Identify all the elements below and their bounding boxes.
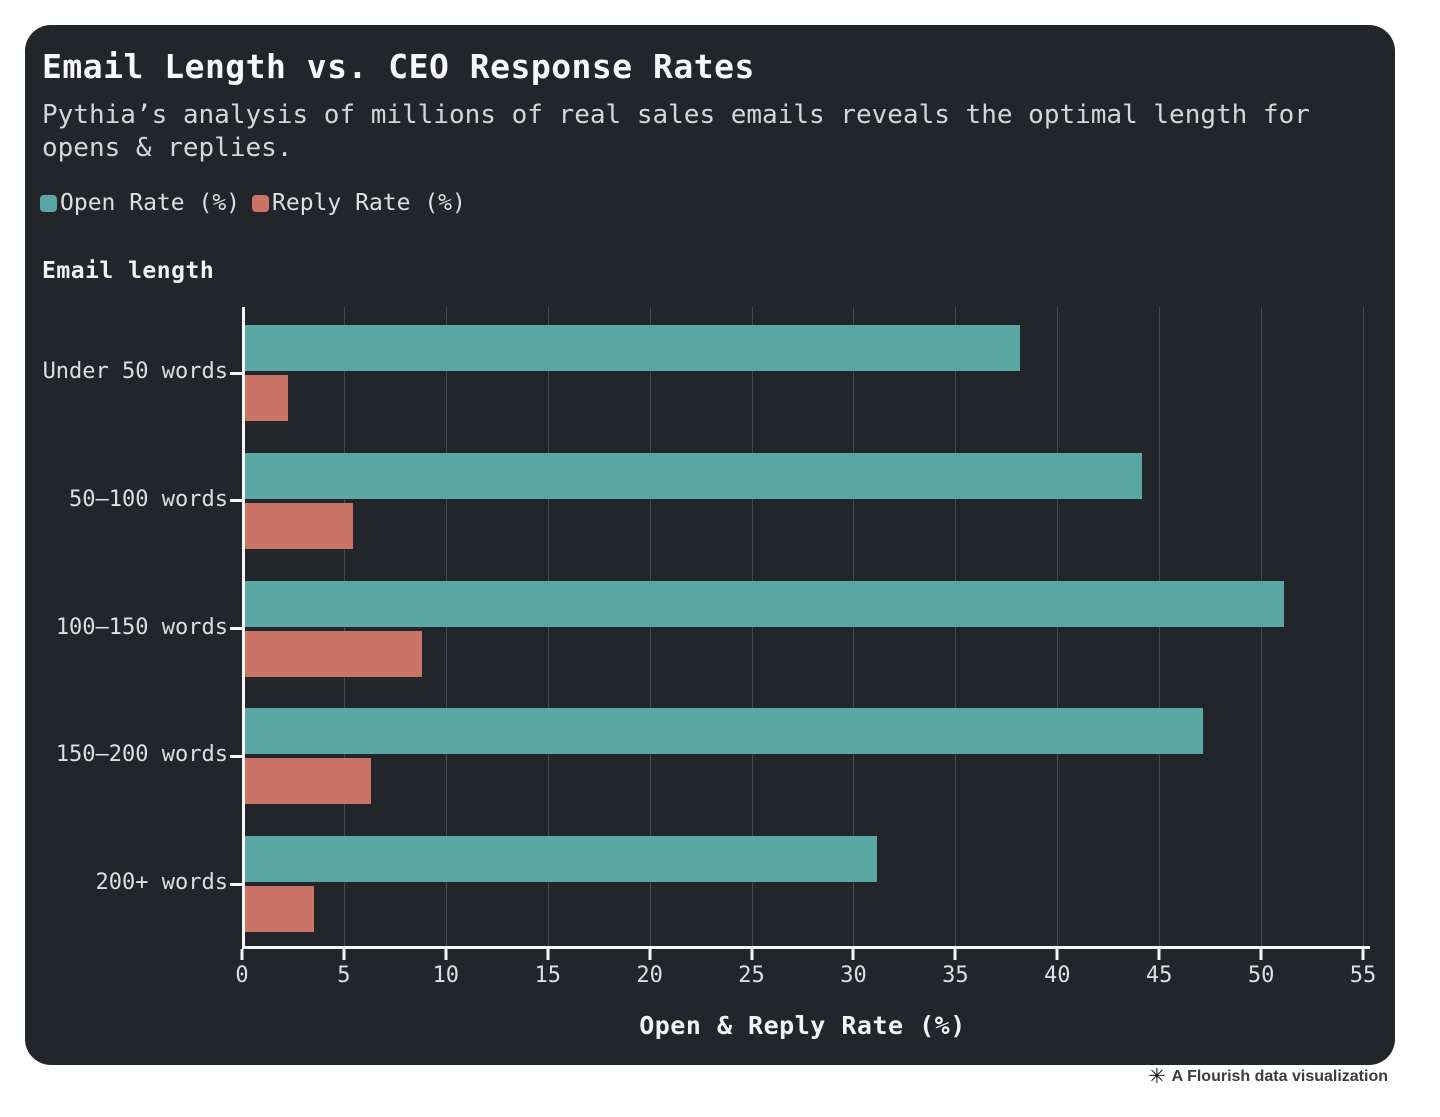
category-label: 50–100 words xyxy=(69,486,228,512)
x-axis-tick-label: 55 xyxy=(1349,963,1377,988)
flourish-attribution[interactable]: ✳ A Flourish data visualization xyxy=(1148,1066,1388,1087)
reply-rate-bar[interactable] xyxy=(245,886,315,933)
bar-chart-plot-area: Open & Reply Rate (%) Under 50 words 50–1… xyxy=(25,25,1395,1065)
legend: Open Rate (%) Reply Rate (%) xyxy=(40,190,466,216)
category-label: 150–200 words xyxy=(55,742,228,768)
x-axis-tick xyxy=(648,949,652,960)
chart-subtitle: Pythia’s analysis of millions of real sa… xyxy=(42,100,1310,163)
x-axis-tick xyxy=(1157,949,1161,960)
x-axis-tick-label: 15 xyxy=(534,963,561,988)
x-axis-tick xyxy=(1361,949,1365,960)
open-rate-swatch-icon xyxy=(40,194,57,212)
x-axis-tick-label: 35 xyxy=(942,963,969,988)
x-axis-tick xyxy=(546,949,550,960)
x-axis-tick xyxy=(1055,949,1059,960)
x-axis-tick xyxy=(342,949,346,960)
legend-label: Open Rate (%) xyxy=(60,190,241,216)
reply-rate-swatch-icon xyxy=(252,194,270,212)
legend-item-reply-rate[interactable]: Reply Rate (%) xyxy=(252,190,466,216)
category-tick xyxy=(230,371,242,375)
x-axis-tick-label: 20 xyxy=(636,963,663,988)
chart-title: Email Length vs. CEO Response Rates xyxy=(42,47,755,86)
x-axis-tick xyxy=(1259,949,1263,960)
category-tick xyxy=(230,627,242,631)
x-axis-tick xyxy=(750,949,754,960)
reply-rate-bar[interactable] xyxy=(245,630,423,677)
x-axis-tick xyxy=(240,949,244,960)
x-axis-line xyxy=(242,946,1370,949)
y-axis-line xyxy=(242,307,245,946)
x-axis-title: Open & Reply Rate (%) xyxy=(639,1011,966,1040)
chart-card: Email Length vs. CEO Response Rates Pyth… xyxy=(25,25,1395,1065)
x-axis-tick-label: 30 xyxy=(840,963,867,988)
x-axis-tick-label: 5 xyxy=(337,963,351,988)
x-axis-tick xyxy=(444,949,448,960)
legend-label: Reply Rate (%) xyxy=(272,190,466,216)
reply-rate-bar[interactable] xyxy=(245,758,372,805)
open-rate-bar[interactable] xyxy=(245,836,877,883)
reply-rate-bar[interactable] xyxy=(245,502,354,549)
open-rate-bar[interactable] xyxy=(245,580,1285,627)
x-axis-tick-label: 0 xyxy=(235,963,249,988)
open-rate-bar[interactable] xyxy=(245,452,1142,499)
x-axis-tick-label: 10 xyxy=(432,963,460,988)
category-tick xyxy=(230,882,242,886)
open-rate-bar[interactable] xyxy=(245,708,1203,755)
x-axis-tick-label: 25 xyxy=(738,963,765,988)
gridline-55 xyxy=(1363,307,1364,946)
flourish-attribution-label: A Flourish data visualization xyxy=(1171,1067,1388,1085)
x-axis-tick-label: 45 xyxy=(1145,963,1173,988)
category-label: 100–150 words xyxy=(55,614,228,640)
category-label: 200+ words xyxy=(95,870,228,896)
reply-rate-bar[interactable] xyxy=(245,375,288,421)
x-axis-tick-label: 50 xyxy=(1247,963,1275,988)
category-label: Under 50 words xyxy=(42,359,228,384)
y-axis-title: Email length xyxy=(42,258,215,284)
legend-item-open-rate[interactable]: Open Rate (%) xyxy=(40,190,240,216)
x-axis-tick xyxy=(953,949,957,960)
x-axis-tick-label: 40 xyxy=(1044,963,1071,988)
flourish-logo-icon: ✳ xyxy=(1148,1065,1166,1088)
category-tick xyxy=(230,499,242,503)
x-axis-tick xyxy=(851,949,855,960)
category-tick xyxy=(230,754,242,758)
open-rate-bar[interactable] xyxy=(245,325,1020,371)
